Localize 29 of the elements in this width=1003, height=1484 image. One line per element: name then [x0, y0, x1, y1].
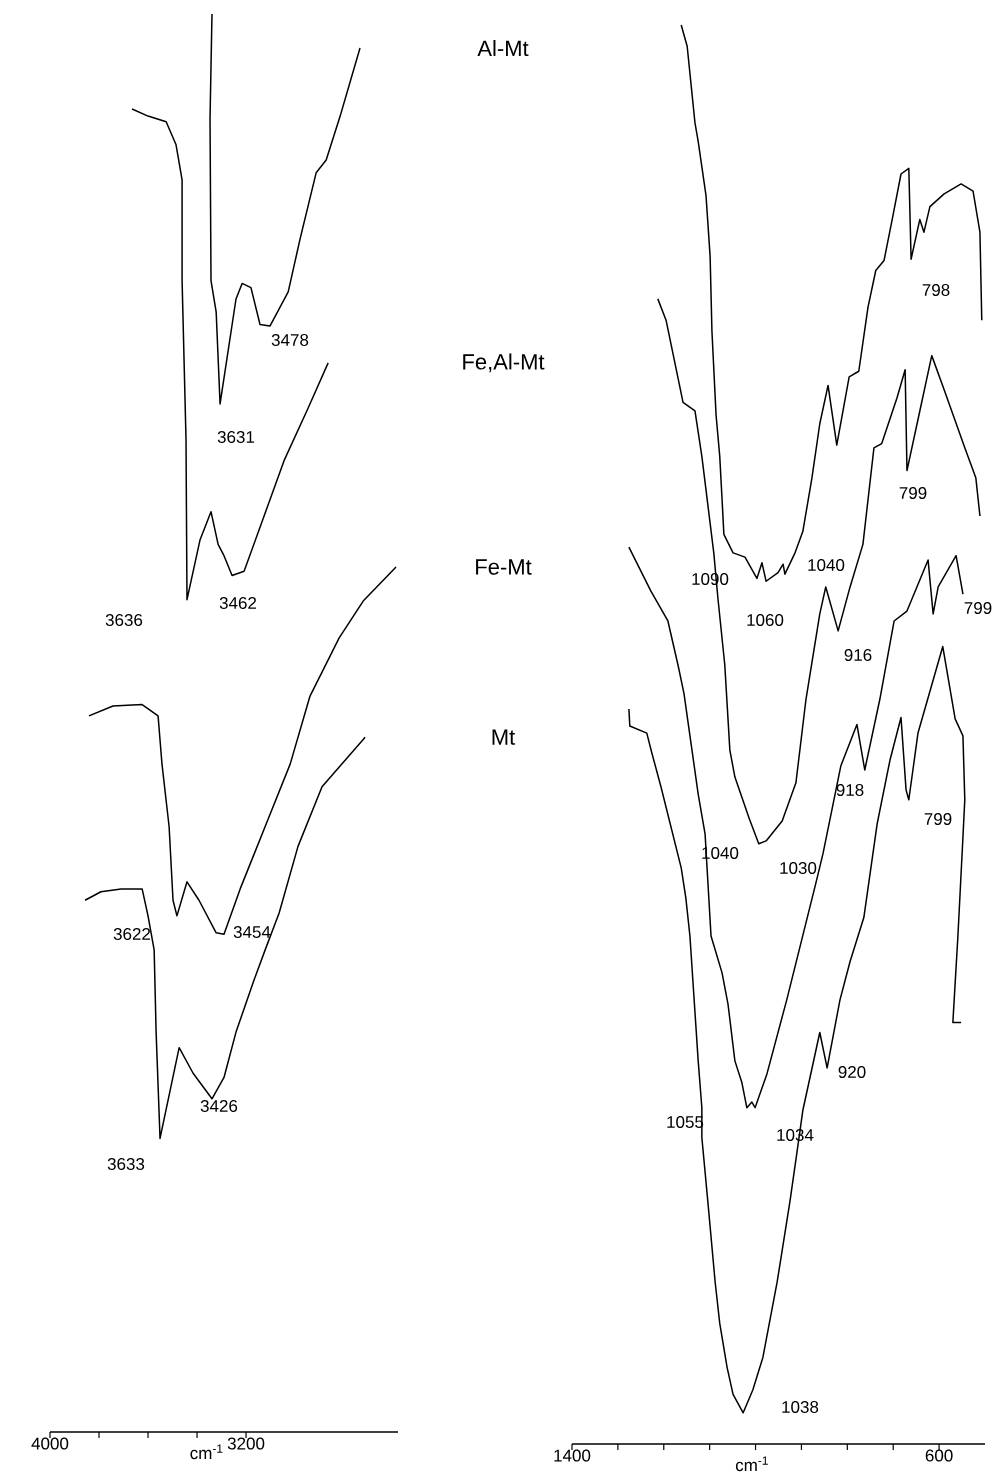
annotation: 3478: [271, 333, 309, 347]
annotation: 3462: [219, 596, 257, 610]
annotation: 799: [899, 486, 927, 500]
annotation: 3426: [200, 1099, 238, 1113]
annotation: 1040: [808, 558, 845, 572]
annotation: 3636: [105, 613, 143, 627]
annotation: 920: [838, 1065, 866, 1079]
x-axis-title: cm$^{-1}$: [735, 1456, 768, 1472]
annotation: 798: [922, 283, 950, 297]
annotation: 918: [836, 783, 864, 797]
annotation: 799: [924, 812, 952, 826]
x-axis-title: cm$^{-1}$: [190, 1444, 223, 1460]
text: Fe-Mt: [476, 559, 532, 575]
x-tick-label: 4000: [31, 1437, 69, 1450]
annotation: 916: [844, 648, 872, 662]
annotation: 1060: [747, 613, 784, 627]
x-tick-label: 1400: [554, 1449, 591, 1462]
annotation: 3454: [233, 925, 271, 939]
annotation: 3622: [113, 927, 151, 941]
x-tick-label: 600: [925, 1449, 953, 1462]
annotation: 3631: [217, 430, 255, 444]
text: Al-Mt: [477, 39, 529, 57]
annotation: 3633: [107, 1157, 145, 1171]
annotation: 1038: [782, 1400, 819, 1414]
text: Fe,Al-Mt: [463, 353, 545, 373]
annotation: 1030: [780, 861, 817, 875]
text: Mt: [492, 729, 516, 745]
x-tick-label: 3200: [227, 1437, 265, 1450]
annotation: 799: [964, 601, 992, 615]
